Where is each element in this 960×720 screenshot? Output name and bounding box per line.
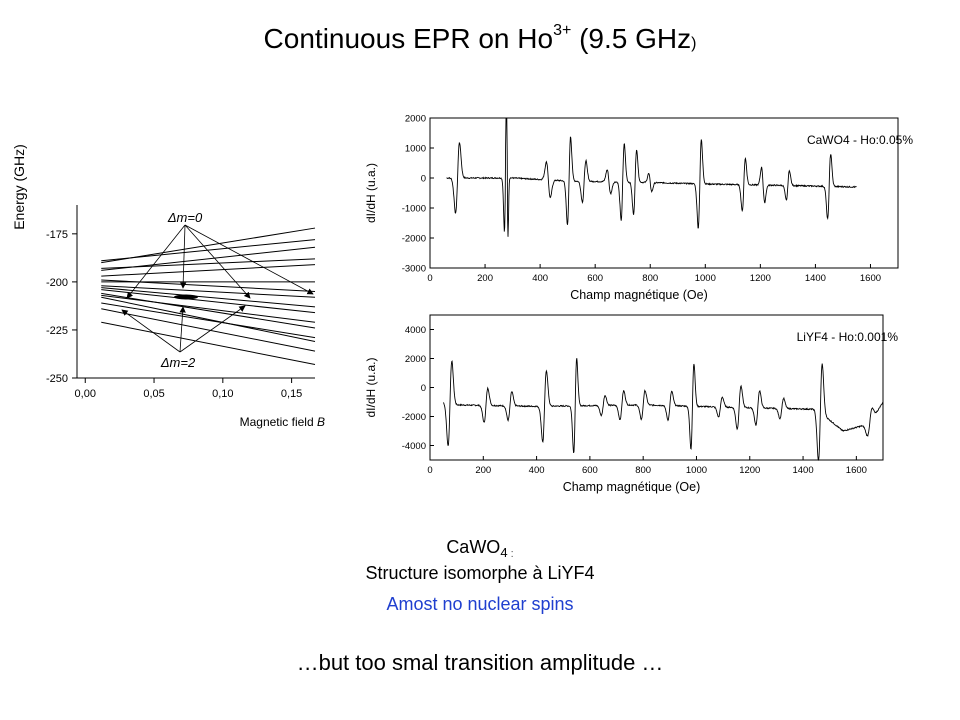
x-tick-label: 800 [635, 465, 651, 476]
y-tick-label: 1000 [405, 144, 426, 155]
x-axis-label: Champ magnétique (Oe) [563, 480, 701, 494]
energy-level-line [101, 302, 316, 339]
caption-material-main: CaWO [446, 537, 501, 557]
caption-material-tail: : [507, 548, 514, 560]
x-tick-label: 1600 [846, 465, 867, 476]
y-axis-label: dI/dH (u.a.) [364, 163, 378, 223]
x-tick-label: 800 [642, 273, 658, 284]
x-tick-label: 400 [532, 273, 548, 284]
x-tick-label: 1600 [860, 273, 881, 284]
plot-frame [429, 117, 899, 269]
x-tick-label: 0 [427, 465, 432, 476]
annotation-delta-m-2: Δm=2 [160, 355, 196, 370]
caption-nuclear-spins: Amost no nuclear spins [386, 594, 574, 614]
x-tick-label: 0,10 [212, 388, 233, 400]
annotation-delta-m-0: Δm=0 [167, 210, 203, 225]
y-tick-label: -200 [46, 277, 68, 289]
x-axis-label: Magnetic field B [240, 415, 325, 429]
x-tick-label: 0,15 [281, 388, 302, 400]
energy-level-diagram: -175 -200 -225 -250 0,00 0,05 0,10 0,15 Magnetic… [11, 144, 325, 429]
slide-title: Continuous EPR on Ho3+ (9.5 GHz) [0, 22, 960, 55]
y-tick-label: -225 [46, 325, 68, 337]
energy-level-line [101, 292, 316, 329]
y-tick-label: -250 [46, 373, 68, 385]
transition-arrow [126, 224, 186, 299]
y-tick-label: -4000 [402, 441, 426, 452]
caption-conclusion: …but too smal transition amplitude … [296, 650, 664, 675]
x-tick-label: 200 [477, 273, 493, 284]
legend-label: LiYF4 - Ho:0.001% [797, 330, 899, 344]
energy-level-line [101, 294, 316, 323]
x-tick-label: 600 [587, 273, 603, 284]
title-superscript: 3+ [553, 22, 572, 39]
energy-level-line [101, 289, 316, 314]
title-paren: ) [691, 35, 697, 52]
liyf4-epr-spectrum: 0 200 400 600 800 1000 1200 1400 1600 4000 2000 0 -2… [364, 314, 899, 494]
energy-level-line [101, 258, 316, 269]
transition-arrow [179, 305, 246, 353]
x-tick-label: 1400 [792, 465, 813, 476]
title-main: Continuous EPR on Ho [263, 23, 554, 54]
x-tick-label: 400 [529, 465, 545, 476]
x-tick-label: 0,00 [75, 388, 96, 400]
x-tick-label: 600 [582, 465, 598, 476]
y-tick-label: 2000 [405, 354, 426, 365]
energy-level-line [101, 308, 316, 352]
y-axis-label: Energy (GHz) [11, 144, 27, 230]
y-tick-label: 4000 [405, 325, 426, 336]
x-tick-label: 0,05 [143, 388, 164, 400]
legend-label: CaWO4 - Ho:0.05% [807, 133, 913, 147]
y-tick-label: -1000 [402, 204, 426, 215]
transition-arrow [184, 224, 251, 299]
x-tick-label: 1200 [739, 465, 760, 476]
spectrum-line [442, 358, 884, 461]
x-tick-label: 0 [427, 273, 432, 284]
spectrum-line [446, 117, 857, 237]
x-axis-label: Champ magnétique (Oe) [570, 288, 708, 302]
x-tick-label: 1400 [805, 273, 826, 284]
caption-material-sub: 4 [500, 545, 508, 560]
y-tick-label: -3000 [402, 264, 426, 275]
energy-level-line [101, 285, 316, 298]
y-tick-label: -2000 [402, 412, 426, 423]
y-axis-label: dI/dH (u.a.) [364, 357, 378, 417]
energy-level-line [101, 264, 316, 277]
y-tick-label: 0 [421, 383, 426, 394]
transition-arrow [179, 224, 187, 289]
energy-level-line [101, 287, 316, 308]
energy-level-line [101, 279, 316, 292]
y-tick-label: -175 [46, 229, 68, 241]
transition-arrow [179, 306, 186, 353]
crossing-marker [174, 294, 198, 300]
caption-structure: Structure isomorphe à LiYF4 [365, 563, 595, 583]
y-tick-label: -2000 [402, 234, 426, 245]
title-after: (9.5 GHz [571, 23, 692, 54]
y-tick-label: 2000 [405, 114, 426, 125]
cawo4-epr-spectrum: 0 200 400 600 800 1000 1200 1400 1600 2000 1000 0 -1… [364, 114, 913, 303]
x-tick-label: 1000 [695, 273, 716, 284]
x-tick-label: 200 [475, 465, 491, 476]
x-tick-label: 1000 [686, 465, 707, 476]
transition-arrow [121, 309, 181, 353]
x-tick-label: 1200 [750, 273, 771, 284]
caption-material: CaWO4 : [0, 537, 960, 560]
y-tick-label: 0 [421, 174, 426, 185]
energy-level-line [101, 321, 316, 366]
energy-level-line [101, 296, 316, 342]
energy-level-line [101, 239, 316, 262]
transition-arrow [184, 224, 314, 295]
